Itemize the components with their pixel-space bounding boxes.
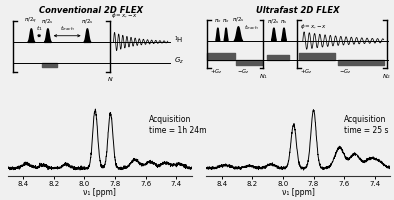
Text: $\pi_x$: $\pi_x$	[214, 17, 221, 25]
Text: $\pi/2_s$: $\pi/2_s$	[80, 17, 93, 26]
Text: $N_1$: $N_1$	[259, 72, 268, 81]
Text: $-G_z$: $-G_z$	[338, 67, 351, 76]
Text: $N$: $N$	[107, 75, 113, 83]
Text: Acquisition
time = 25 s: Acquisition time = 25 s	[344, 115, 388, 135]
Text: $\pi/2_q$: $\pi/2_q$	[24, 16, 37, 26]
X-axis label: ν₁ [ppm]: ν₁ [ppm]	[83, 188, 116, 197]
Text: $\pi/2_s$: $\pi/2_s$	[267, 17, 280, 26]
X-axis label: ν₁ [ppm]: ν₁ [ppm]	[282, 188, 315, 197]
Text: $+G_z$: $+G_z$	[210, 67, 223, 76]
Text: $\phi{=}x,{-}x$: $\phi{=}x,{-}x$	[300, 22, 326, 31]
Text: $t_1$: $t_1$	[36, 24, 43, 33]
Text: $G_z$: $G_z$	[174, 56, 184, 66]
Text: $t_{exch}$: $t_{exch}$	[60, 24, 74, 33]
Text: $N_2$: $N_2$	[382, 72, 391, 81]
Text: $-G_z$: $-G_z$	[237, 67, 249, 76]
Text: $+G_z$: $+G_z$	[300, 67, 312, 76]
Text: $\pi_s$: $\pi_s$	[280, 18, 287, 26]
Text: $\pi_x$: $\pi_x$	[222, 17, 229, 25]
Text: Acquisition
time = 1h 24min: Acquisition time = 1h 24min	[149, 115, 214, 135]
Text: Conventional 2D FLEX: Conventional 2D FLEX	[39, 6, 143, 15]
Text: $\phi{=}x,{-}x$: $\phi{=}x,{-}x$	[111, 11, 137, 20]
Text: $\pi/2_s$: $\pi/2_s$	[41, 17, 54, 26]
Text: $^1\!$H: $^1\!$H	[174, 34, 183, 46]
Text: $\pi/2_s$: $\pi/2_s$	[232, 16, 244, 24]
Text: Ultrafast 2D FLEX: Ultrafast 2D FLEX	[256, 6, 340, 15]
Text: $t_{exch}$: $t_{exch}$	[244, 23, 258, 32]
